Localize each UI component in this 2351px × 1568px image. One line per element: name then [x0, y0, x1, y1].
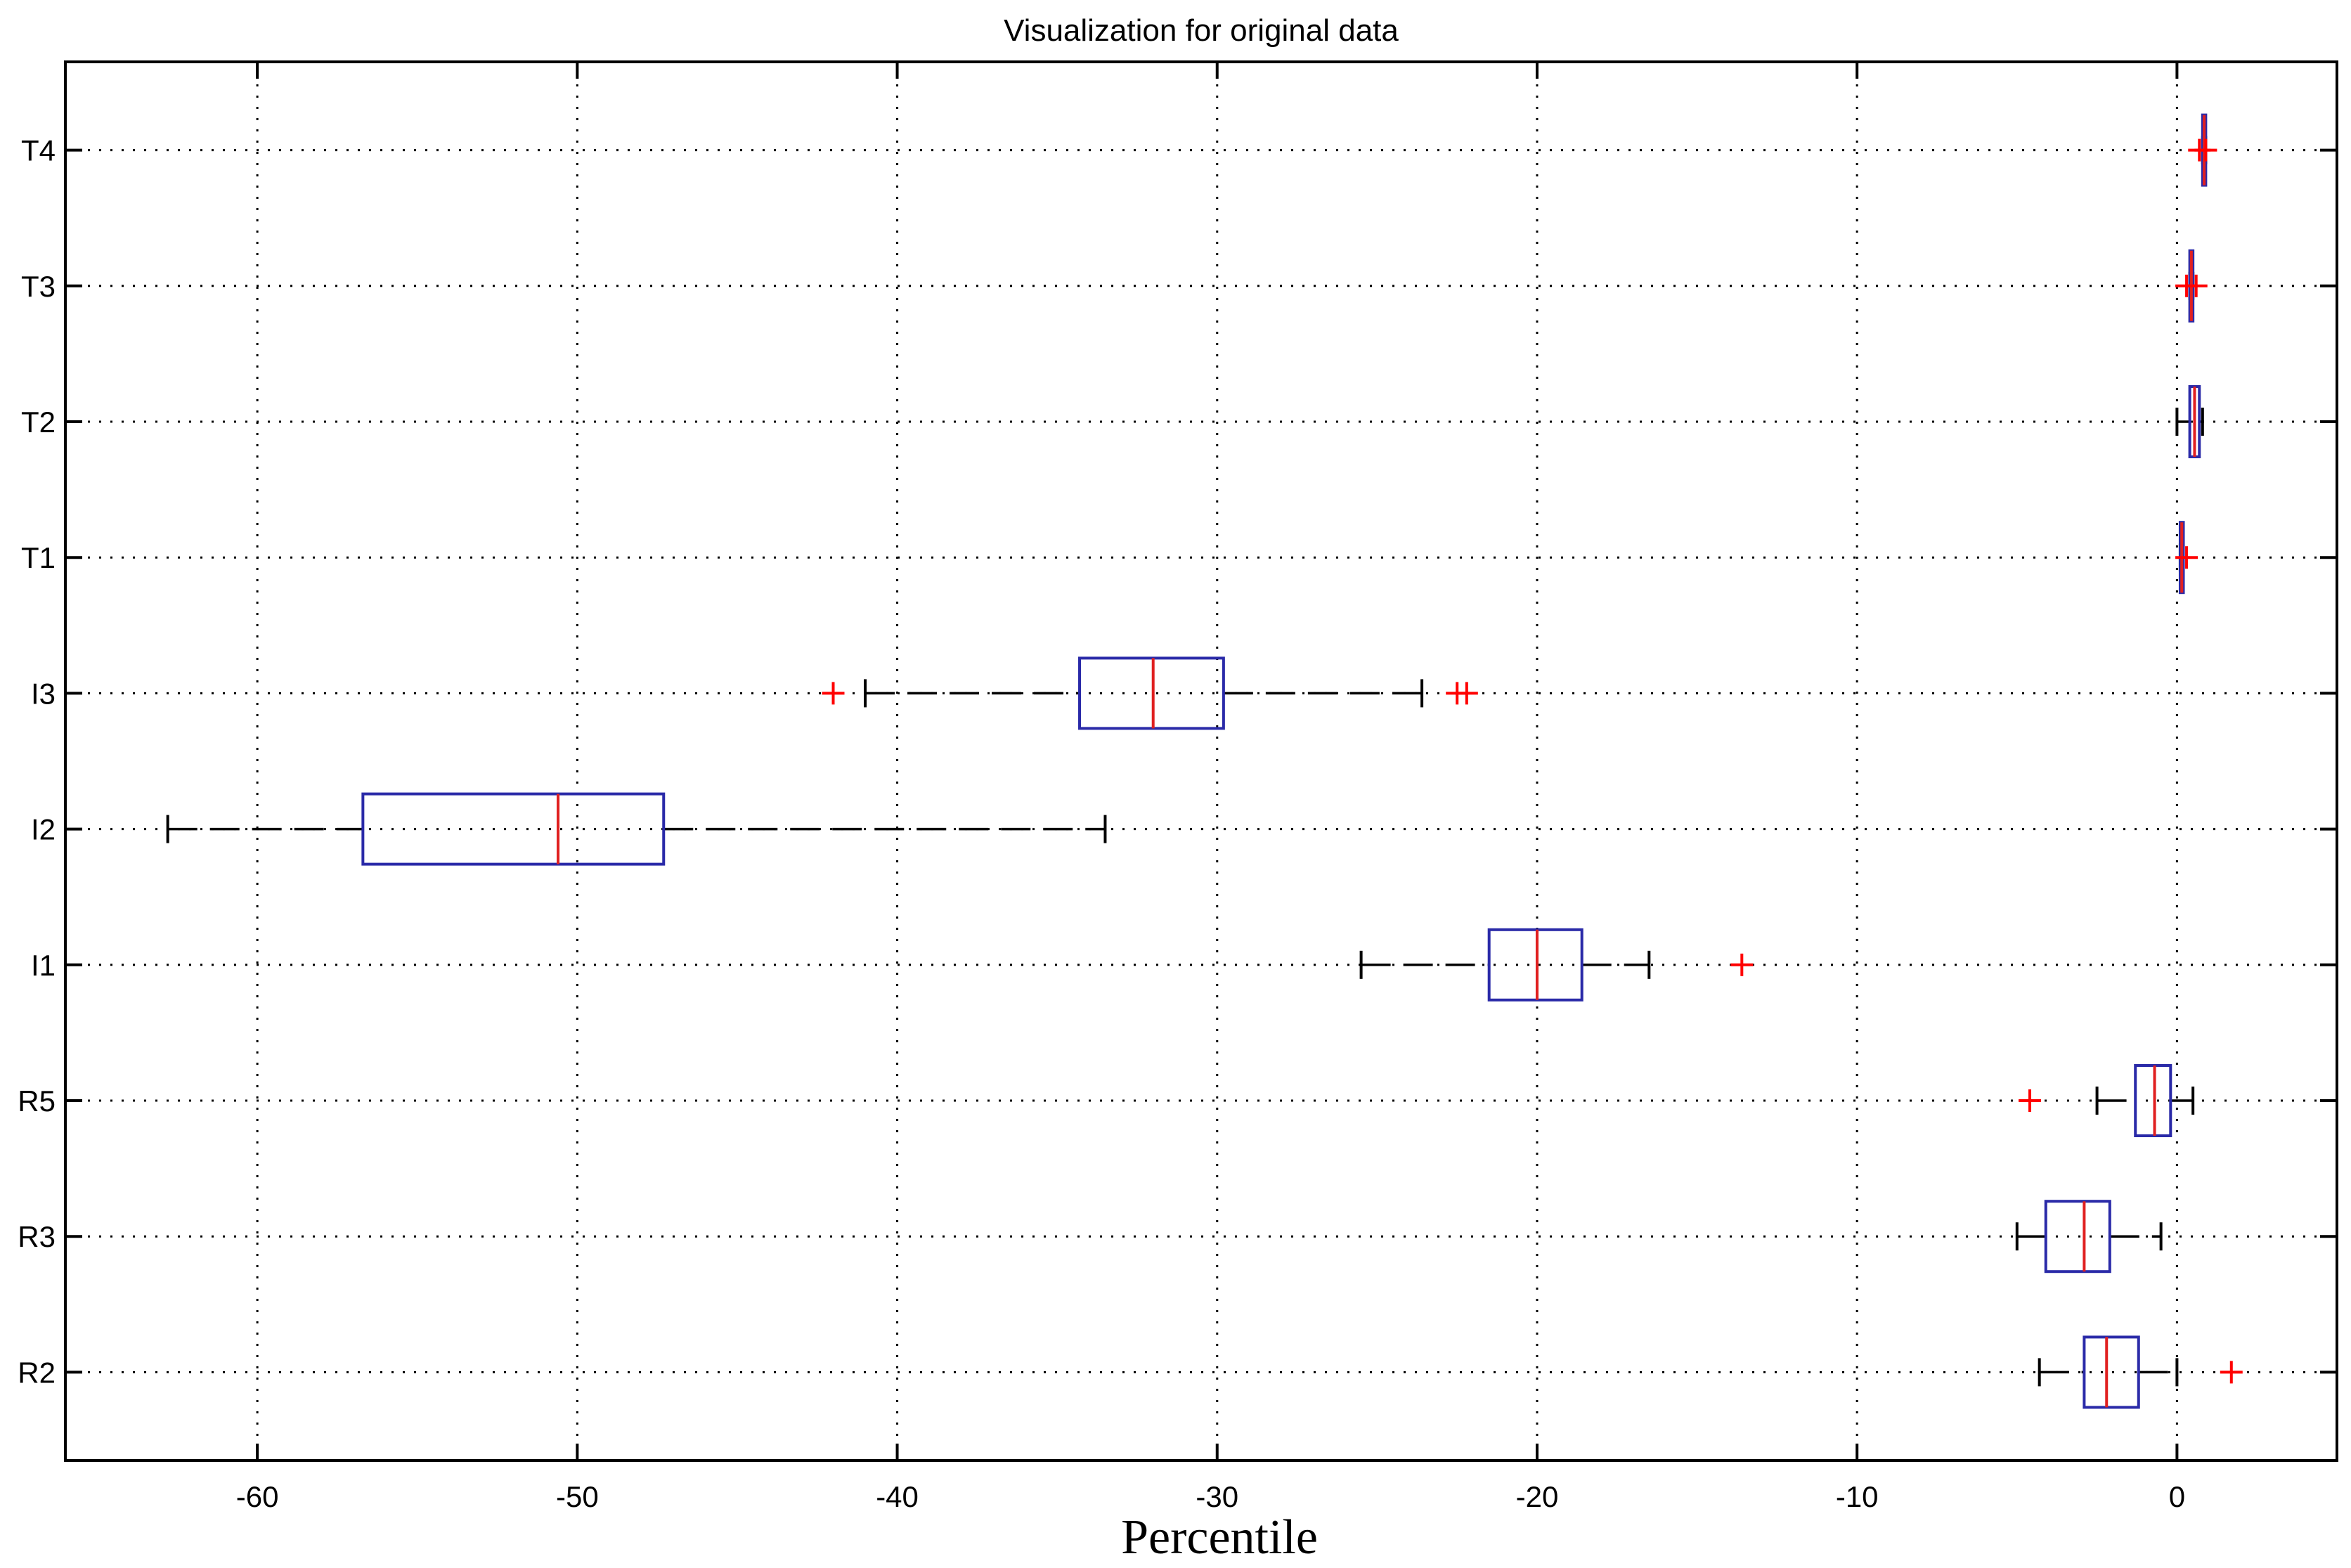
outlier-marker [2184, 274, 2208, 297]
y-tick-label: I3 [31, 677, 56, 710]
outlier-marker [1455, 682, 1478, 705]
x-tick-label: 0 [2169, 1480, 2185, 1513]
box-t4 [2188, 113, 2217, 187]
y-tick-label: T1 [21, 541, 56, 574]
box-t2 [2175, 384, 2204, 458]
iqr-box [1487, 928, 1583, 1002]
box-t1 [2175, 521, 2198, 595]
box-i3 [822, 656, 1478, 730]
y-tick-label: I2 [31, 813, 56, 846]
y-tick-label: T2 [21, 406, 56, 439]
outlier-marker [2018, 1089, 2041, 1113]
outlier-marker [1730, 953, 1754, 976]
x-tick-label: -30 [1196, 1480, 1238, 1513]
iqr-box [1078, 656, 1225, 730]
outlier-marker [2194, 138, 2217, 162]
box-i2 [166, 792, 1107, 866]
outlier-marker [2220, 1361, 2243, 1384]
outlier-marker [822, 682, 845, 705]
box-i1 [1359, 928, 1754, 1002]
iqr-box [2044, 1200, 2111, 1274]
y-tick-label: R3 [18, 1220, 56, 1253]
x-tick-label: -50 [556, 1480, 599, 1513]
iqr-box [361, 792, 666, 866]
x-tick-label: -40 [876, 1480, 919, 1513]
box-r5 [2018, 1064, 2195, 1138]
box-r2 [2038, 1335, 2243, 1409]
iqr-box [2134, 1064, 2172, 1138]
axis-ticks: -60 -50 -40 -30 -20 -10 0 T4 T3 T2 T1 I3 I2 I1 R5 R3 R2 [18, 62, 2337, 1513]
y-tick-label: I1 [31, 949, 56, 982]
box-r3 [2015, 1200, 2163, 1274]
x-tick-label: -10 [1836, 1480, 1879, 1513]
outlier-marker [2175, 546, 2198, 569]
y-tick-label: R5 [18, 1084, 56, 1117]
y-tick-label: T4 [21, 134, 56, 167]
x-tick-label: -60 [236, 1480, 279, 1513]
plot-frame [64, 60, 2338, 1462]
box-series [166, 113, 2243, 1409]
chart-title: Visualization for original data [1004, 13, 1399, 48]
y-tick-label: T3 [21, 270, 56, 303]
box-t3 [2175, 249, 2208, 323]
grid-lines [65, 62, 2337, 1460]
x-tick-label: -20 [1516, 1480, 1559, 1513]
y-tick-label: R2 [18, 1356, 56, 1389]
x-axis-label: Percentile [1121, 1510, 1318, 1564]
iqr-box [2083, 1335, 2140, 1409]
